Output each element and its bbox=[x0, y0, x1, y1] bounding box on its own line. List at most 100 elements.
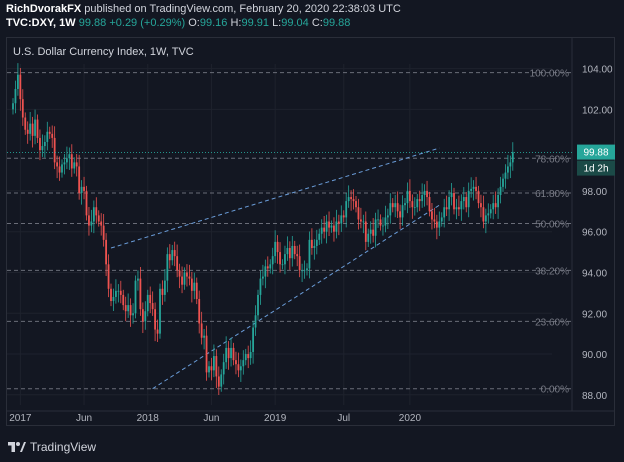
candle-body bbox=[144, 311, 147, 322]
candle-body bbox=[438, 221, 441, 228]
candle-body bbox=[269, 264, 272, 269]
candle-body bbox=[433, 219, 436, 222]
candle-body bbox=[34, 119, 36, 136]
candle-body bbox=[85, 190, 88, 216]
x-tick-label: Jun bbox=[76, 413, 92, 424]
candle-body bbox=[279, 252, 281, 265]
close-label: C: bbox=[311, 17, 323, 29]
candle-body bbox=[29, 123, 32, 134]
candle-body bbox=[137, 278, 139, 281]
fib-level-label: 23.60% bbox=[535, 317, 569, 328]
low-value: 99.04 bbox=[281, 17, 309, 29]
candle-body bbox=[24, 117, 27, 130]
candle-body bbox=[193, 282, 196, 291]
candle-body bbox=[232, 347, 235, 361]
candle-body bbox=[443, 207, 446, 218]
x-tick-label: Jun bbox=[203, 413, 219, 424]
candle-body bbox=[352, 199, 355, 202]
candle-body bbox=[41, 146, 44, 151]
candle-body bbox=[484, 215, 487, 222]
candle-body bbox=[80, 186, 83, 193]
candle-body bbox=[372, 229, 375, 236]
candle-body bbox=[347, 197, 350, 202]
candle-body bbox=[399, 211, 401, 218]
candle-body bbox=[252, 327, 254, 352]
candle-body bbox=[286, 248, 289, 255]
candle-body bbox=[173, 250, 176, 257]
published-text: published on TradingView.com, February 2… bbox=[84, 3, 401, 15]
candle-body bbox=[494, 203, 497, 208]
author-name[interactable]: RichDvorakFX bbox=[6, 3, 82, 15]
candle-body bbox=[306, 268, 308, 271]
last-price-badge bbox=[577, 144, 615, 160]
candle-body bbox=[39, 137, 41, 151]
candle-body bbox=[288, 248, 291, 259]
candle-body bbox=[492, 203, 495, 210]
candle-body bbox=[188, 276, 191, 279]
fib-level-label: 61.80% bbox=[535, 189, 569, 200]
fib-level-label: 100.00% bbox=[530, 69, 570, 80]
candle-body bbox=[63, 162, 66, 165]
candle-body bbox=[119, 290, 122, 295]
candle-body bbox=[345, 201, 348, 218]
candle-body bbox=[222, 362, 225, 375]
y-tick-label: 98.00 bbox=[582, 187, 607, 198]
candle-body bbox=[159, 288, 161, 334]
candle-body bbox=[14, 88, 17, 104]
candle-body bbox=[421, 194, 424, 202]
candle-body bbox=[90, 221, 93, 226]
candle-body bbox=[509, 162, 512, 167]
symbol-label: TVC:DXY, 1W bbox=[6, 17, 76, 29]
candle-body bbox=[249, 351, 252, 359]
candle-body bbox=[217, 376, 220, 387]
candle-body bbox=[203, 335, 205, 338]
candle-body bbox=[107, 264, 110, 289]
candle-body bbox=[281, 264, 284, 266]
fib-level-label: 78.60% bbox=[535, 154, 569, 165]
channel-line bbox=[152, 204, 440, 390]
candle-body bbox=[313, 245, 316, 249]
tradingview-brand[interactable]: TradingView bbox=[30, 440, 97, 454]
y-tick-label: 96.00 bbox=[582, 228, 607, 239]
candle-body bbox=[374, 219, 377, 236]
candle-body bbox=[262, 276, 264, 279]
candle-body bbox=[340, 215, 343, 224]
candle-body bbox=[146, 294, 149, 312]
fibonacci-levels: 100.00% 78.60% 61.80% 50.00% 38.20% 23.60% 0.0… bbox=[7, 69, 572, 396]
price-change: +0.29 (+0.29%) bbox=[109, 17, 186, 29]
candle-body bbox=[17, 74, 19, 89]
candle-body bbox=[455, 207, 458, 210]
candle-body bbox=[166, 254, 169, 281]
candle-body bbox=[83, 186, 85, 191]
candle-body bbox=[242, 360, 245, 367]
candle-body bbox=[311, 239, 313, 249]
x-tick-label: 2017 bbox=[9, 413, 32, 424]
candle-body bbox=[19, 74, 22, 100]
close-value: 99.88 bbox=[322, 17, 351, 29]
candle-body bbox=[186, 272, 188, 277]
candle-body bbox=[254, 315, 257, 328]
candle-body bbox=[458, 207, 460, 210]
candle-body bbox=[384, 217, 387, 226]
candle-body bbox=[205, 335, 208, 373]
candle-body bbox=[411, 201, 414, 208]
candle-body bbox=[391, 203, 394, 208]
candle-body bbox=[257, 294, 259, 316]
candle-body bbox=[423, 190, 426, 195]
chart-panel[interactable] bbox=[6, 37, 615, 426]
candle-body bbox=[355, 201, 357, 208]
open-label: O: bbox=[188, 17, 200, 29]
candle-body bbox=[507, 166, 509, 173]
candles bbox=[12, 63, 514, 396]
candle-body bbox=[426, 190, 428, 198]
last-price: 99.88 bbox=[78, 17, 107, 29]
candle-body bbox=[274, 241, 277, 257]
candle-body bbox=[465, 197, 468, 208]
candle-body bbox=[394, 203, 397, 208]
open-value: 99.16 bbox=[199, 17, 228, 29]
candle-body bbox=[472, 186, 475, 189]
candle-body bbox=[357, 207, 360, 220]
candle-body bbox=[502, 178, 504, 187]
candle-body bbox=[445, 207, 448, 210]
